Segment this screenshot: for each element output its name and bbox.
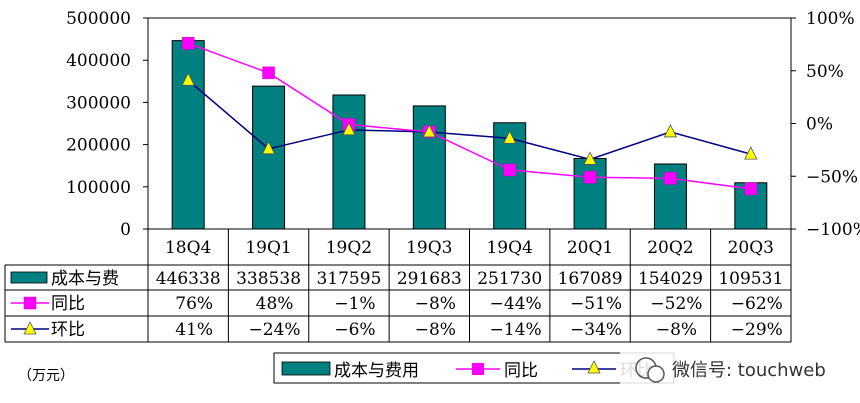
row-key-bar <box>10 271 48 284</box>
tongbi-value: 48% <box>256 294 294 314</box>
cost-value: 109531 <box>718 269 783 289</box>
huanbi-value: −6% <box>334 320 375 340</box>
tongbi-point-20Q2 <box>664 172 677 185</box>
huanbi-point-20Q3 <box>744 146 758 160</box>
row-label-cost: 成本与费 <box>51 269 119 289</box>
tongbi-point-20Q1 <box>583 171 597 184</box>
huanbi-point-19Q3 <box>422 124 436 138</box>
tongbi-point-19Q4 <box>503 163 516 177</box>
huanbi-point-19Q2 <box>342 121 356 136</box>
row-key-square <box>23 296 37 310</box>
right-tick-label: 100% <box>806 9 855 29</box>
tongbi-value: 76% <box>175 294 213 314</box>
huanbi-line <box>187 79 752 161</box>
tongbi-point-19Q1 <box>262 66 275 80</box>
category-label: 20Q2 <box>647 238 693 258</box>
unit-label: （万元） <box>18 368 74 384</box>
cost-value: 154029 <box>638 269 703 289</box>
data-table: 18Q4 19Q1 19Q2 19Q3 19Q4 20Q1 20Q2 20Q3 成本与费同比环比… <box>4 229 792 343</box>
plot-frame <box>147 17 792 230</box>
huanbi-value: 41% <box>175 320 213 340</box>
left-tick-label: 200000 <box>66 136 131 156</box>
legend-key-tongbi <box>472 363 484 375</box>
right-tick-label: 50% <box>806 62 844 82</box>
huanbi-value: −29% <box>731 320 783 340</box>
huanbi-value: −14% <box>490 320 542 340</box>
tongbi-value: −44% <box>490 294 542 314</box>
bar-20Q1 <box>573 157 607 230</box>
bar-18Q4 <box>171 40 205 230</box>
cost-value: 338538 <box>236 269 301 289</box>
legend-label-tongbi: 同比 <box>504 361 538 381</box>
tongbi-value: −51% <box>570 294 622 314</box>
tongbi-line <box>187 42 751 190</box>
tongbi-value: −52% <box>650 294 702 314</box>
legend-label-cost: 成本与费用 <box>334 361 419 381</box>
tongbi-value: −1% <box>334 294 375 314</box>
legend-key-huanbi <box>587 360 601 374</box>
right-tick-label: −100% <box>806 220 860 240</box>
right-axis: 100% 50% 0% −50% −100% <box>791 9 860 240</box>
cost-value: 291683 <box>397 269 462 289</box>
category-label: 19Q4 <box>486 238 532 258</box>
right-tick-label: −50% <box>806 167 858 187</box>
legend: 成本与费用同比环比 <box>273 352 675 384</box>
category-label: 19Q3 <box>406 238 452 258</box>
cost-value: 167089 <box>558 269 623 289</box>
huanbi-point-20Q1 <box>583 151 597 165</box>
category-label: 20Q1 <box>567 238 613 258</box>
left-axis: 500000 400000 300000 200000 100000 0 <box>66 9 148 240</box>
tongbi-point-18Q4 <box>181 37 195 50</box>
huanbi-value: −8% <box>415 320 456 340</box>
huanbi-value: −24% <box>249 320 301 340</box>
left-tick-label: 100000 <box>66 178 131 198</box>
huanbi-value: −34% <box>570 320 622 340</box>
huanbi-value: −8% <box>656 320 697 340</box>
row-label-huanbi: 环比 <box>51 320 85 340</box>
tongbi-value: −8% <box>415 294 456 314</box>
category-label: 18Q4 <box>165 238 211 258</box>
left-tick-label: 0 <box>120 220 131 240</box>
huanbi-point-19Q1 <box>261 140 276 155</box>
bar-19Q1 <box>252 85 286 230</box>
bar-20Q3 <box>734 182 768 230</box>
category-label: 19Q1 <box>245 238 291 258</box>
cost-value: 317595 <box>316 269 381 289</box>
tongbi-value: −62% <box>731 294 783 314</box>
left-tick-label: 400000 <box>66 51 131 71</box>
plot-area <box>147 17 792 230</box>
wechat-icon-bubble <box>647 365 665 383</box>
right-tick-label: 0% <box>806 115 833 135</box>
bar-19Q2 <box>332 94 366 230</box>
huanbi-point-18Q4 <box>181 72 195 86</box>
category-label: 20Q3 <box>728 238 774 258</box>
row-key-triangle <box>23 321 37 335</box>
tongbi-point-20Q3 <box>744 182 758 196</box>
category-label: 19Q2 <box>326 238 372 258</box>
left-tick-label: 500000 <box>66 9 131 29</box>
left-tick-label: 300000 <box>66 93 131 113</box>
huanbi-point-19Q4 <box>503 130 517 144</box>
cost-value: 251730 <box>477 269 542 289</box>
watermark-text: 微信号: touchweb <box>672 360 826 381</box>
legend-key-cost <box>281 361 331 376</box>
row-label-tongbi: 同比 <box>51 294 85 314</box>
watermark: 微信号: touchweb <box>620 352 860 386</box>
huanbi-point-20Q2 <box>663 124 678 138</box>
cost-value: 446338 <box>156 269 221 289</box>
